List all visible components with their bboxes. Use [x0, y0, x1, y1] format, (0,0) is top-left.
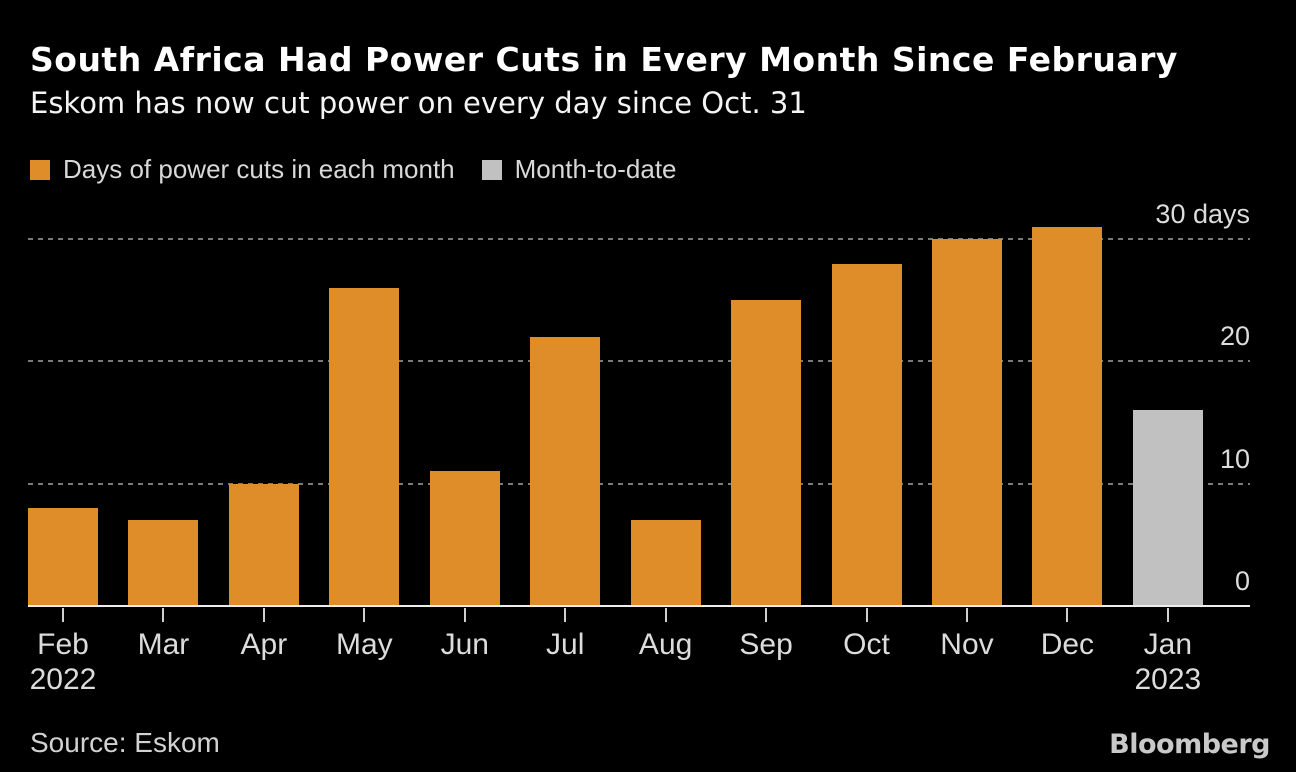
x-axis-month: May	[335, 628, 393, 661]
bar-may	[329, 288, 399, 606]
x-tick-apr	[263, 608, 265, 622]
x-axis-label-oct: Oct	[843, 627, 890, 662]
x-axis-month: Jun	[440, 628, 489, 661]
x-axis-label-jul: Jul	[546, 627, 584, 662]
x-tick-sep	[765, 608, 767, 622]
x-axis-month: Sep	[739, 628, 793, 661]
bar-nov	[932, 239, 1002, 606]
y-axis-label-20: 20	[1219, 321, 1250, 352]
x-axis-month: Nov	[940, 628, 994, 661]
x-axis-label-aug: Aug	[639, 627, 692, 662]
x-axis-label-mar: Mar	[138, 627, 190, 662]
y-axis-label-30: 30 days	[1155, 199, 1250, 230]
x-axis-month: Mar	[137, 628, 190, 661]
bar-mar	[128, 520, 198, 606]
gridline-20	[28, 360, 1250, 363]
x-axis-year: 2023	[1134, 663, 1202, 696]
bar-jul	[530, 337, 600, 606]
bar-apr	[229, 484, 299, 606]
x-axis-label-jun: Jun	[441, 627, 489, 662]
legend-label-month-to-date: Month-to-date	[514, 154, 677, 184]
bar-aug	[631, 520, 701, 606]
bar-dec	[1032, 227, 1102, 606]
x-tick-nov	[966, 608, 968, 622]
x-axis-month: Feb	[37, 628, 89, 661]
x-tick-jul	[564, 608, 566, 622]
legend: Days of power cuts in each month Month-t…	[30, 154, 677, 185]
chart-title: South Africa Had Power Cuts in Every Mon…	[30, 40, 1178, 79]
x-axis-label-may: May	[336, 627, 393, 662]
x-axis-label-nov: Nov	[940, 627, 993, 662]
gridline-30	[28, 238, 1250, 241]
x-tick-jan	[1167, 608, 1169, 622]
x-tick-oct	[866, 608, 868, 622]
x-axis-label-apr: Apr	[241, 627, 288, 662]
x-tick-may	[363, 608, 365, 622]
bar-sep	[731, 300, 801, 606]
legend-item-monthly: Days of power cuts in each month	[30, 154, 455, 185]
x-axis-line	[28, 605, 1250, 607]
plot-area: 0 10 20 30 days	[28, 190, 1250, 622]
x-axis-year: 2022	[29, 663, 97, 696]
chart-subtitle: Eskom has now cut power on every day sin…	[30, 86, 807, 120]
bar-jun	[430, 471, 500, 606]
x-tick-jun	[464, 608, 466, 622]
x-axis-month: Jan	[1143, 628, 1193, 661]
bar-feb	[28, 508, 98, 606]
x-tick-aug	[665, 608, 667, 622]
x-tick-mar	[162, 608, 164, 622]
y-axis-label-0: 0	[1234, 566, 1250, 596]
x-axis-label-jan: Jan 2023	[1134, 627, 1201, 697]
x-axis-label-feb: Feb 2022	[30, 627, 97, 697]
legend-label-monthly: Days of power cuts in each month	[63, 154, 455, 184]
y-axis-label-10: 10	[1219, 443, 1250, 474]
gridline-10	[28, 482, 1250, 485]
x-axis-label-dec: Dec	[1041, 627, 1094, 662]
bar-oct	[832, 264, 902, 606]
legend-swatch-gray-icon	[481, 159, 502, 180]
x-tick-feb	[62, 608, 64, 622]
x-axis-month: Apr	[240, 628, 288, 661]
source-note: Source: Eskom	[30, 727, 220, 758]
x-axis-month: Jul	[546, 628, 585, 661]
bar-jan	[1133, 410, 1203, 606]
x-axis-month: Dec	[1040, 628, 1095, 661]
legend-item-month-to-date: Month-to-date	[481, 154, 677, 185]
x-axis-month: Oct	[843, 628, 890, 661]
x-axis-label-sep: Sep	[739, 627, 792, 662]
x-axis-month: Aug	[638, 628, 693, 661]
legend-swatch-orange-icon	[30, 159, 50, 180]
bloomberg-logo: Bloomberg	[1109, 729, 1270, 760]
x-tick-dec	[1066, 608, 1068, 622]
